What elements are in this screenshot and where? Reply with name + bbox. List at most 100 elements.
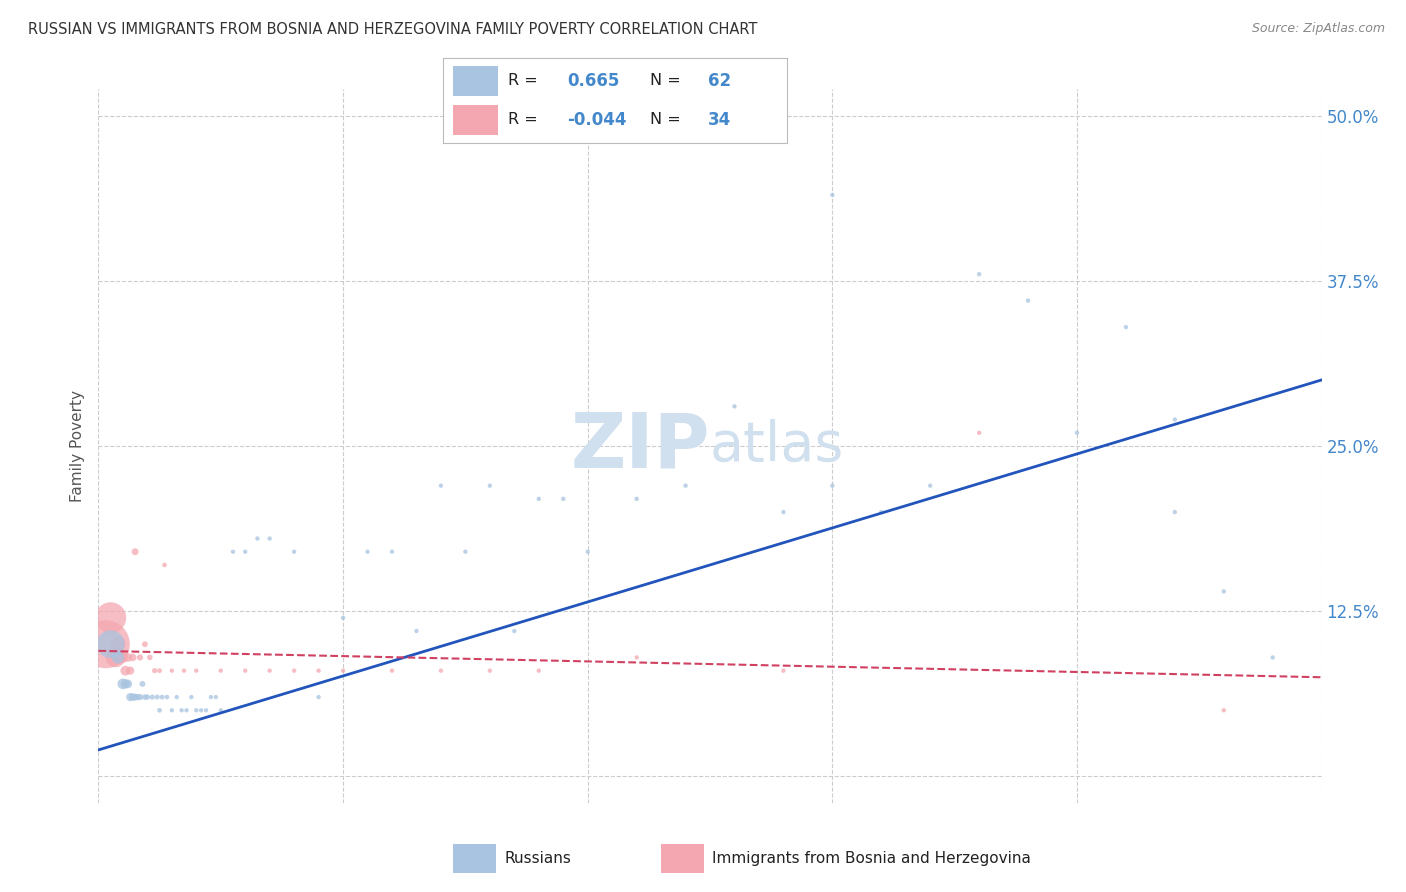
Point [430, 478, 453, 492]
Text: N =: N = [650, 73, 686, 88]
Point [259, 664, 281, 678]
Point [381, 545, 404, 559]
Point [405, 624, 427, 638]
Point [94, 637, 117, 651]
Point [626, 650, 648, 665]
Point [129, 690, 152, 704]
Bar [661, 844, 704, 873]
Text: Immigrants from Bosnia and Herzegovina: Immigrants from Bosnia and Herzegovina [713, 851, 1032, 866]
Point [332, 664, 354, 678]
Bar [453, 66, 498, 96]
Point [233, 664, 256, 678]
Text: R =: R = [509, 112, 543, 128]
Point [121, 690, 143, 704]
Point [821, 188, 844, 202]
Text: R =: R = [509, 73, 543, 88]
Point [156, 690, 179, 704]
Point [131, 677, 153, 691]
Point [772, 664, 794, 678]
Point [308, 664, 330, 678]
Point [110, 650, 132, 665]
Point [626, 491, 648, 506]
Point [114, 664, 136, 678]
Point [723, 400, 745, 414]
Point [222, 545, 245, 559]
Point [527, 491, 550, 506]
Point [1212, 584, 1234, 599]
Point [111, 650, 134, 665]
Point [100, 611, 122, 625]
Point [200, 690, 222, 704]
Point [205, 690, 228, 704]
Point [180, 690, 202, 704]
Point [430, 664, 453, 678]
Point [246, 532, 269, 546]
Point [283, 545, 305, 559]
Point [503, 624, 526, 638]
Point [114, 677, 136, 691]
Point [283, 664, 305, 678]
Point [527, 664, 550, 678]
Point [478, 478, 501, 492]
Point [146, 690, 169, 704]
Text: 0.665: 0.665 [567, 72, 619, 90]
Point [124, 545, 146, 559]
Point [141, 690, 163, 704]
Point [111, 677, 134, 691]
Point [134, 637, 156, 651]
Y-axis label: Family Poverty: Family Poverty [70, 390, 86, 502]
Point [209, 664, 232, 678]
Point [381, 664, 404, 678]
Point [967, 267, 990, 281]
Point [576, 545, 599, 559]
Point [1164, 412, 1187, 426]
Text: Russians: Russians [505, 851, 571, 866]
Point [308, 690, 330, 704]
Point [100, 637, 122, 651]
Point [107, 650, 129, 665]
Point [1212, 703, 1234, 717]
Point [186, 664, 208, 678]
Bar [453, 104, 498, 135]
Text: Source: ZipAtlas.com: Source: ZipAtlas.com [1251, 22, 1385, 36]
Point [149, 664, 172, 678]
Point [121, 650, 143, 665]
Bar [453, 844, 496, 873]
Point [356, 545, 378, 559]
Point [1017, 293, 1039, 308]
Point [920, 478, 942, 492]
Point [259, 532, 281, 546]
Point [150, 690, 173, 704]
Text: N =: N = [650, 112, 686, 128]
Point [870, 505, 893, 519]
Point [134, 690, 156, 704]
Point [967, 425, 990, 440]
Point [772, 505, 794, 519]
Point [117, 677, 139, 691]
Point [124, 690, 146, 704]
Point [149, 703, 172, 717]
Point [160, 703, 183, 717]
Point [170, 703, 193, 717]
Text: 62: 62 [709, 72, 731, 90]
Point [478, 664, 501, 678]
Point [153, 558, 176, 572]
Text: 34: 34 [709, 111, 731, 128]
Point [332, 611, 354, 625]
Text: -0.044: -0.044 [567, 111, 627, 128]
Point [173, 664, 195, 678]
Point [166, 690, 188, 704]
Point [104, 650, 127, 665]
Text: 0.0%: 0.0% [98, 846, 138, 861]
Point [190, 703, 212, 717]
Point [233, 545, 256, 559]
Point [136, 690, 159, 704]
Point [1115, 320, 1137, 334]
Point [139, 650, 162, 665]
Text: atlas: atlas [710, 419, 845, 473]
Text: ZIP: ZIP [571, 409, 710, 483]
Point [553, 491, 575, 506]
Point [454, 545, 477, 559]
Point [186, 703, 208, 717]
Point [675, 478, 697, 492]
